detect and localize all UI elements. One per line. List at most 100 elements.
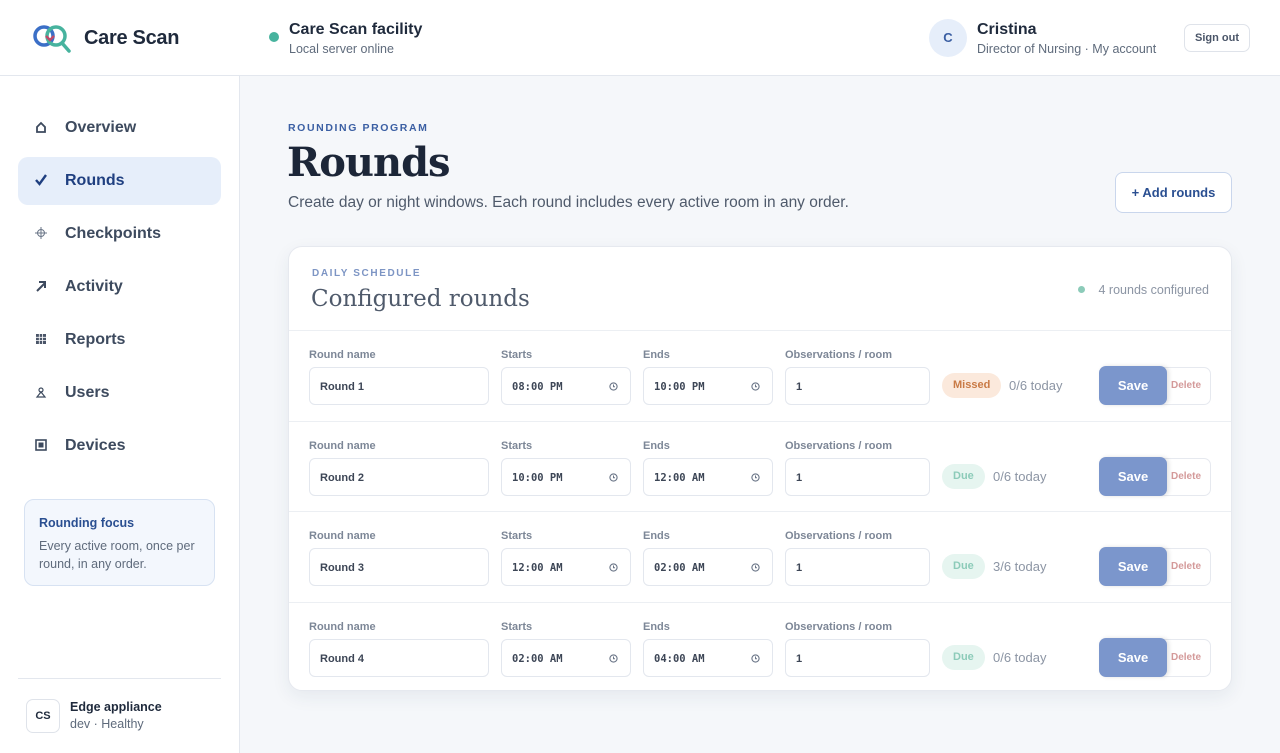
- observations-input[interactable]: 1: [785, 548, 930, 587]
- clock-icon: [751, 472, 760, 482]
- delete-button[interactable]: Delete: [1161, 638, 1211, 677]
- summary: 4 rounds configured: [1098, 283, 1210, 297]
- logo: [33, 25, 71, 53]
- name-input[interactable]: Round 4: [309, 638, 489, 677]
- delete-button[interactable]: Delete: [1161, 548, 1211, 587]
- clock-icon: [751, 654, 760, 663]
- clock-icon: [609, 382, 618, 391]
- focus-title: Rounding focus: [39, 516, 135, 530]
- round-row: Round name Round 2 Starts 10:00 PM Ends 12:00…: [289, 420, 1231, 512]
- add-rounds-button[interactable]: + Add rounds: [1115, 172, 1232, 213]
- field-label: Round name: [309, 530, 376, 543]
- field-label: Ends: [643, 349, 670, 361]
- nav-label: Users: [65, 384, 110, 401]
- user-role[interactable]: Director of Nursing · My account: [977, 42, 1157, 56]
- name-input[interactable]: Round 1: [309, 367, 489, 405]
- nav-label: Activity: [65, 278, 123, 295]
- progress: 3/6 today: [993, 559, 1047, 575]
- field-label: Ends: [643, 439, 670, 452]
- delete-button[interactable]: Delete: [1161, 457, 1211, 496]
- nav-icon: [36, 121, 46, 133]
- nav-icon: [36, 281, 46, 292]
- nav-icon: [35, 387, 47, 398]
- eyebrow: ROUNDING PROGRAM: [288, 122, 429, 134]
- field-label: Ends: [643, 530, 670, 543]
- clock-icon: [751, 382, 760, 391]
- clock-icon: [609, 472, 618, 482]
- avatar: C: [929, 19, 967, 57]
- status-badge: Due: [942, 554, 985, 580]
- save-button[interactable]: Save: [1099, 456, 1167, 496]
- field-label: Round name: [309, 349, 376, 361]
- field-label: Starts: [501, 349, 533, 361]
- observations-input[interactable]: 1: [785, 457, 930, 496]
- field-label: Observations / room: [785, 530, 892, 543]
- save-button[interactable]: Save: [1099, 637, 1167, 677]
- ends-input[interactable]: 10:00 PM: [643, 367, 773, 405]
- round-row: Round name Round 3 Starts 12:00 AM Ends 02:00…: [289, 511, 1231, 602]
- status-badge: Missed: [942, 373, 1002, 398]
- nav-item[interactable]: Checkpoints: [18, 210, 221, 258]
- clock-icon: [751, 563, 760, 572]
- save-button[interactable]: Save: [1099, 547, 1167, 587]
- nav-item[interactable]: Rounds: [18, 157, 221, 205]
- device-status: dev · Healthy: [70, 717, 144, 731]
- sign-out-button[interactable]: Sign out: [1184, 24, 1250, 52]
- nav-icon: [35, 174, 47, 186]
- nav-label: Checkpoints: [65, 225, 162, 242]
- status-dot: [269, 32, 279, 42]
- card-title: Configured rounds: [311, 286, 530, 312]
- focus-text: Every active room, once per round, in an…: [39, 539, 195, 571]
- nav-icon: [36, 334, 46, 344]
- starts-input[interactable]: 10:00 PM: [501, 457, 631, 496]
- starts-input[interactable]: 02:00 AM: [501, 638, 631, 677]
- nav-item[interactable]: Reports: [18, 316, 221, 364]
- rounds-card: DAILY SCHEDULE Configured rounds 4 round…: [288, 246, 1232, 691]
- nav-icon: [35, 227, 47, 239]
- nav-label: Rounds: [65, 172, 125, 189]
- device-badge: CS: [26, 699, 60, 733]
- observations-input[interactable]: 1: [785, 638, 930, 677]
- progress: 0/6 today: [993, 468, 1047, 484]
- sidebar: Rounding focus Every active room, once p…: [0, 76, 240, 753]
- summary-dot: [1078, 286, 1085, 293]
- field-label: Round name: [309, 439, 376, 452]
- nav-label: Reports: [65, 331, 126, 348]
- observations-input[interactable]: 1: [785, 367, 930, 405]
- nav-label: Overview: [65, 119, 137, 136]
- save-button[interactable]: Save: [1099, 366, 1167, 405]
- field-label: Ends: [643, 620, 670, 633]
- field-label: Observations / room: [785, 439, 892, 452]
- server-status: Local server online: [289, 42, 394, 56]
- field-label: Observations / room: [785, 620, 892, 633]
- nav-item[interactable]: Devices: [18, 422, 221, 470]
- name-input[interactable]: Round 2: [309, 457, 489, 496]
- divider: [18, 678, 221, 679]
- starts-input[interactable]: 12:00 AM: [501, 548, 631, 587]
- ends-input[interactable]: 12:00 AM: [643, 457, 773, 496]
- ends-input[interactable]: 04:00 AM: [643, 638, 773, 677]
- round-row: Round name Round 1 Starts 08:00 PM Ends 10:00…: [289, 330, 1231, 421]
- nav-item[interactable]: Activity: [18, 263, 221, 311]
- round-row: Round name Round 4 Starts 02:00 AM Ends 04:00…: [289, 601, 1231, 690]
- delete-button[interactable]: Delete: [1161, 367, 1211, 405]
- nav-item[interactable]: Users: [18, 369, 221, 417]
- brand: Care Scan: [84, 27, 180, 49]
- user-name: Cristina: [977, 21, 1037, 38]
- status-badge: Due: [942, 644, 985, 670]
- status-badge: Due: [942, 463, 985, 489]
- name-input[interactable]: Round 3: [309, 548, 489, 587]
- starts-input[interactable]: 08:00 PM: [501, 367, 631, 405]
- nav-item[interactable]: Overview: [18, 104, 221, 152]
- card-eyebrow: DAILY SCHEDULE: [312, 268, 422, 279]
- ends-input[interactable]: 02:00 AM: [643, 548, 773, 587]
- field-label: Round name: [309, 620, 376, 633]
- subtitle: Create day or night windows. Each round …: [288, 194, 849, 211]
- nav-icon: [35, 439, 47, 451]
- progress: 0/6 today: [1009, 378, 1063, 393]
- clock-icon: [609, 563, 618, 572]
- page-title: Rounds: [287, 139, 451, 186]
- clock-icon: [609, 654, 618, 663]
